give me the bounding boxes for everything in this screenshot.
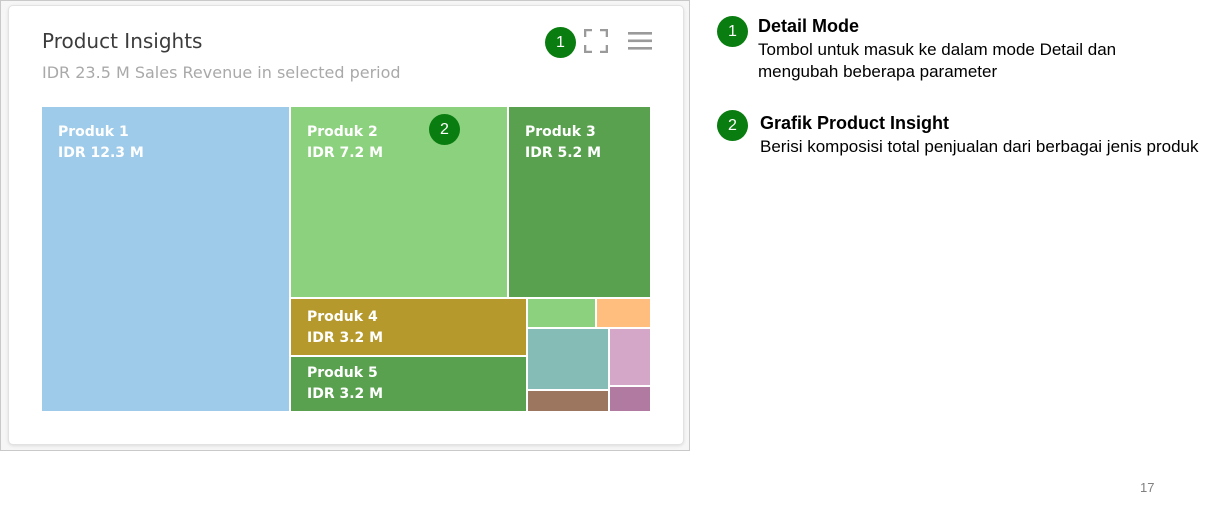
- tile-value: IDR 12.3 M: [58, 145, 144, 161]
- treemap-tile-small[interactable]: [596, 298, 651, 328]
- tile-label: Produk 5 IDR 3.2 M: [307, 363, 383, 405]
- card-subtitle: IDR 23.5 M Sales Revenue in selected per…: [42, 63, 401, 82]
- legend-description: Berisi komposisi total penjualan dari be…: [760, 137, 1199, 156]
- legend-description: Tombol untuk masuk ke dalam mode Detail …: [758, 40, 1117, 81]
- treemap-tile-produk-5[interactable]: Produk 5 IDR 3.2 M: [290, 356, 527, 412]
- product-treemap: Produk 1 IDR 12.3 M Produk 2 IDR 7.2 M P…: [41, 106, 651, 412]
- callout-badge-2: 2: [429, 114, 460, 145]
- card-title: Product Insights: [42, 29, 203, 53]
- hamburger-menu-icon[interactable]: [628, 30, 652, 56]
- tile-name: Produk 3: [525, 124, 596, 140]
- tile-value: IDR 7.2 M: [307, 145, 384, 161]
- treemap-tile-small[interactable]: [609, 328, 651, 386]
- treemap-tile-small[interactable]: [609, 386, 651, 412]
- callout-badge-1: 1: [545, 27, 576, 58]
- treemap-tile-small[interactable]: [527, 328, 609, 390]
- tile-name: Produk 2: [307, 124, 378, 140]
- legend-number-badge: 1: [717, 16, 748, 47]
- tile-value: IDR 3.2 M: [307, 386, 384, 402]
- tile-value: IDR 5.2 M: [525, 145, 602, 161]
- tile-label: Produk 2 IDR 7.2 M: [307, 122, 383, 164]
- tile-label: Produk 1 IDR 12.3 M: [58, 122, 144, 164]
- treemap-tile-small[interactable]: [527, 298, 596, 328]
- treemap-tile-produk-1[interactable]: Produk 1 IDR 12.3 M: [41, 106, 290, 412]
- tile-label: Produk 3 IDR 5.2 M: [525, 122, 601, 164]
- tile-value: IDR 3.2 M: [307, 330, 384, 346]
- treemap-tile-produk-4[interactable]: Produk 4 IDR 3.2 M: [290, 298, 527, 356]
- legend-number-badge: 2: [717, 110, 748, 141]
- page-number: 17: [1140, 480, 1155, 495]
- tile-name: Produk 1: [58, 124, 129, 140]
- legend-title: Detail Mode: [758, 16, 860, 36]
- tile-name: Produk 4: [307, 309, 378, 325]
- legend-title: Grafik Product Insight: [760, 113, 950, 133]
- tile-name: Produk 5: [307, 365, 378, 381]
- widget-screenshot: Product Insights IDR 23.5 M Sales Revenu…: [0, 0, 690, 451]
- tile-label: Produk 4 IDR 3.2 M: [307, 307, 383, 349]
- treemap-tile-produk-2[interactable]: Produk 2 IDR 7.2 M: [290, 106, 508, 298]
- expand-icon[interactable]: [583, 28, 609, 57]
- treemap-tile-produk-3[interactable]: Produk 3 IDR 5.2 M: [508, 106, 651, 298]
- treemap-tile-small[interactable]: [527, 390, 609, 412]
